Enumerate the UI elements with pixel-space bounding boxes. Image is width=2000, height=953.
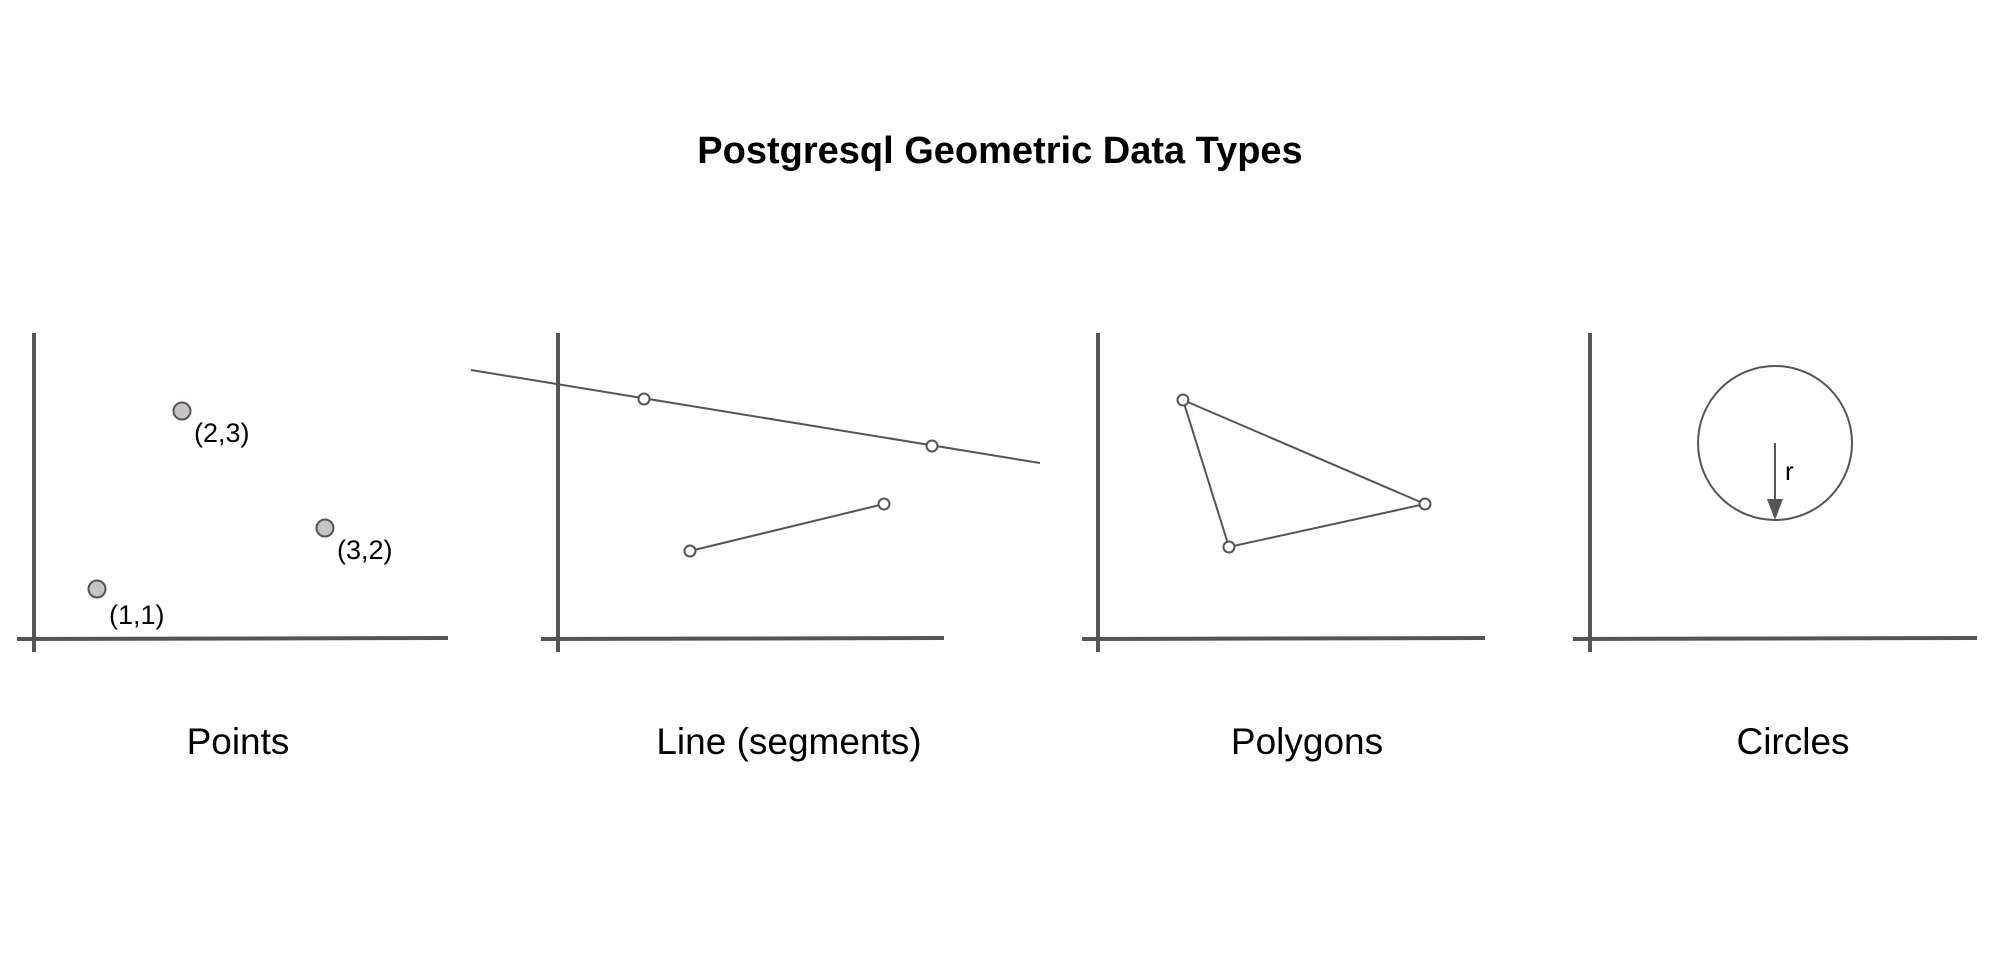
polygon-vertex	[1222, 540, 1236, 554]
lines-x-axis	[540, 636, 945, 641]
polygons-panel	[1081, 333, 1486, 652]
lines-axes	[540, 333, 945, 652]
point-marker	[172, 401, 192, 421]
points-panel: (2,3) (3,2) (1,1)	[16, 333, 449, 652]
polygon-vertex	[1418, 497, 1432, 511]
segment-endpoint	[877, 497, 891, 511]
circles-panel: r	[1572, 333, 1978, 652]
infinite-line	[470, 369, 1041, 464]
diagram-title: Postgresql Geometric Data Types	[697, 130, 1303, 172]
points-caption: Points	[186, 721, 290, 762]
line-point	[925, 439, 939, 453]
circles-axes	[1572, 333, 1978, 652]
polygons-caption: Polygons	[1230, 721, 1384, 762]
point-marker	[87, 579, 107, 599]
points-axes	[16, 333, 449, 652]
lines-caption: Line (segments)	[656, 721, 922, 762]
point-label: (2,3)	[194, 418, 250, 448]
circles-caption: Circles	[1736, 721, 1850, 762]
point-label: (3,2)	[337, 535, 393, 565]
line-point	[637, 392, 651, 406]
point-label: (1,1)	[109, 600, 165, 630]
polygon-shape	[1181, 398, 1429, 549]
radius-label: r	[1785, 456, 1794, 486]
polygons-x-axis	[1081, 636, 1486, 641]
circles-x-axis	[1572, 636, 1978, 641]
radius-arrow-head	[1767, 499, 1783, 520]
polygon-vertex	[1176, 393, 1190, 407]
line-segment	[689, 503, 885, 552]
polygons-axes	[1081, 333, 1486, 652]
lines-panel	[470, 333, 1041, 652]
point-marker	[315, 518, 335, 538]
points-x-axis	[16, 636, 449, 641]
segment-endpoint	[683, 544, 697, 558]
